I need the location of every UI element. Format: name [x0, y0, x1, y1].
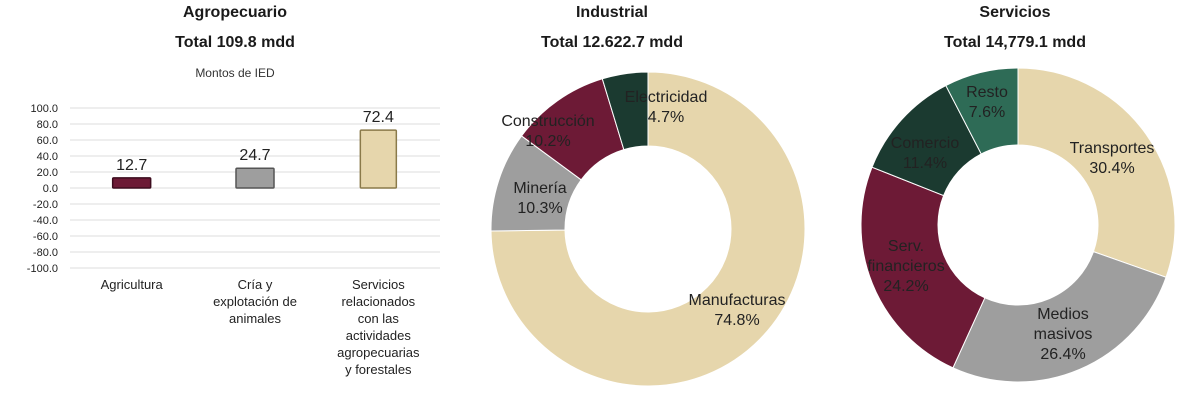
servicios-total: Total 14,779.1 mdd — [944, 34, 1086, 51]
servicios-slice-label: Medios — [1037, 306, 1089, 323]
servicios-slice-label: Resto — [966, 84, 1008, 101]
industrial-slice-label: Construcción — [501, 113, 594, 130]
y-tick-label: -100.0 — [27, 263, 58, 275]
y-tick-label: -80.0 — [33, 247, 58, 259]
industrial-slice-label: Manufacturas — [689, 292, 786, 309]
category-label: animales — [229, 311, 282, 326]
agro-title: Agropecuario — [182, 4, 287, 21]
y-tick-label: -40.0 — [33, 215, 58, 227]
bar — [359, 129, 398, 189]
agro-legend: Montos de IED — [195, 66, 275, 80]
servicios-title: Servicios — [979, 4, 1051, 21]
category-label: explotación de — [213, 294, 297, 309]
category-label: con las — [358, 311, 400, 326]
servicios-slice — [952, 250, 1167, 383]
y-tick-label: -20.0 — [33, 199, 58, 211]
y-tick-label: 0.0 — [43, 183, 58, 195]
servicios-slice-label: Comercio — [891, 135, 960, 152]
y-tick-label: -60.0 — [33, 231, 58, 243]
servicios-slice-label: 11.4% — [903, 155, 947, 172]
y-tick-label: 80.0 — [37, 119, 58, 131]
y-tick-label: 100.0 — [30, 103, 58, 115]
y-tick-label: 20.0 — [37, 167, 58, 179]
servicios-slice-label: 30.4% — [1089, 160, 1134, 177]
industrial-title: Industrial — [575, 4, 648, 21]
industrial-total: Total 12.622.7 mdd — [541, 34, 683, 51]
industrial-slice-label: 4.7% — [648, 109, 684, 126]
category-label: Agricultura — [101, 277, 164, 292]
bar — [235, 167, 275, 189]
category-label: actividades — [346, 328, 412, 343]
agro-total: Total 109.8 mdd — [175, 34, 295, 51]
industrial-slice-label: Minería — [513, 180, 566, 197]
category-label: agropecuarias — [337, 345, 420, 360]
servicios-slice-label: 24.2% — [883, 278, 928, 295]
servicios-slice-label: Serv. — [888, 238, 924, 255]
industrial-slice-label: 10.2% — [525, 133, 570, 150]
bar-value-label: 12.7 — [116, 157, 147, 174]
category-label: y forestales — [345, 362, 412, 377]
servicios-slice-label: 26.4% — [1040, 346, 1085, 363]
category-label: relacionados — [341, 294, 415, 309]
industrial-slice-label: 10.3% — [517, 200, 562, 217]
industrial-slice-label: 74.8% — [714, 312, 759, 329]
bar-value-label: 24.7 — [239, 147, 270, 164]
servicios-slice-label: Transportes — [1070, 140, 1155, 157]
servicios-slice — [1017, 67, 1176, 278]
industrial-slice — [601, 71, 649, 151]
servicios-slice — [860, 166, 986, 369]
servicios-slice-label: financieros — [867, 258, 944, 275]
industrial-slice — [490, 71, 806, 387]
servicios-slice — [945, 67, 1019, 155]
bar — [111, 177, 152, 189]
servicios-slice-label: 7.6% — [969, 104, 1005, 121]
bar-value-label: 72.4 — [363, 109, 394, 126]
y-tick-label: 60.0 — [37, 135, 58, 147]
servicios-slice-label: masivos — [1034, 326, 1093, 343]
category-label: Cría y — [238, 277, 273, 292]
y-tick-label: 40.0 — [37, 151, 58, 163]
industrial-slice-label: Electricidad — [625, 89, 708, 106]
category-label: Servicios — [352, 277, 405, 292]
